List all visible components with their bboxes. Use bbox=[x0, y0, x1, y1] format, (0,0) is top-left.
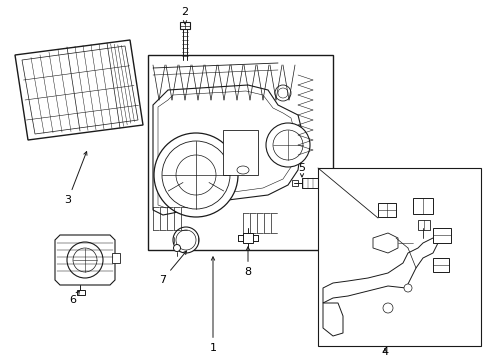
Text: 5: 5 bbox=[298, 163, 305, 177]
Text: 1: 1 bbox=[209, 257, 216, 353]
Text: 3: 3 bbox=[64, 152, 87, 205]
Text: 7: 7 bbox=[159, 251, 186, 285]
Circle shape bbox=[382, 303, 392, 313]
Bar bbox=[302, 178, 319, 188]
Circle shape bbox=[274, 85, 290, 101]
Circle shape bbox=[278, 88, 287, 98]
Polygon shape bbox=[372, 233, 397, 253]
Bar bbox=[432, 228, 450, 243]
Polygon shape bbox=[323, 238, 437, 303]
Bar bbox=[112, 253, 120, 263]
Circle shape bbox=[176, 155, 216, 195]
Circle shape bbox=[154, 133, 238, 217]
Bar bbox=[417, 220, 429, 230]
Circle shape bbox=[173, 244, 180, 252]
Text: 8: 8 bbox=[244, 247, 251, 277]
Bar bbox=[317, 168, 480, 346]
Bar bbox=[291, 180, 297, 186]
Circle shape bbox=[403, 284, 411, 292]
Text: 4: 4 bbox=[381, 347, 388, 357]
Ellipse shape bbox=[237, 166, 248, 174]
Circle shape bbox=[73, 248, 97, 272]
Bar bbox=[180, 22, 190, 29]
Bar bbox=[377, 203, 395, 217]
Bar bbox=[319, 179, 327, 187]
Bar bbox=[432, 258, 448, 272]
Text: 2: 2 bbox=[181, 7, 188, 24]
Circle shape bbox=[173, 227, 199, 253]
Bar bbox=[148, 55, 332, 250]
Circle shape bbox=[265, 123, 309, 167]
Bar bbox=[412, 198, 432, 214]
Circle shape bbox=[272, 130, 303, 160]
Polygon shape bbox=[15, 40, 142, 140]
Circle shape bbox=[162, 141, 229, 209]
Polygon shape bbox=[153, 85, 303, 215]
Circle shape bbox=[176, 230, 196, 250]
Polygon shape bbox=[323, 303, 342, 336]
Bar bbox=[223, 130, 258, 175]
Circle shape bbox=[67, 242, 103, 278]
Text: 6: 6 bbox=[69, 291, 79, 305]
Bar bbox=[77, 290, 85, 295]
Bar bbox=[243, 233, 252, 243]
Polygon shape bbox=[55, 235, 115, 285]
